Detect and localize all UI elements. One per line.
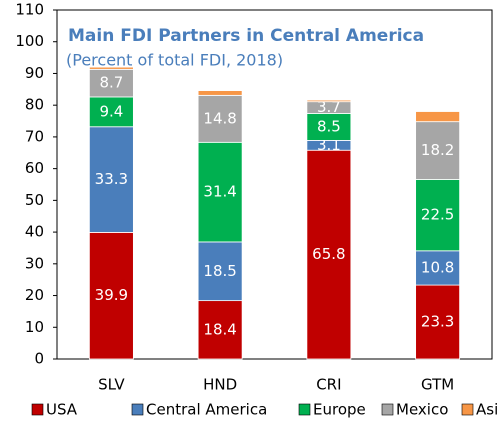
data-label: 14.8 <box>203 109 236 127</box>
bar-segment <box>88 96 134 128</box>
legend-label: Asia <box>476 401 498 419</box>
legend-swatch <box>381 403 394 416</box>
bar-segment <box>415 179 461 252</box>
legend-swatch <box>461 403 474 416</box>
bar-segment <box>88 66 134 70</box>
data-label: 23.3 <box>421 313 454 331</box>
chart-title: Main FDI Partners in Central America <box>68 26 424 46</box>
bar-segment <box>197 94 243 143</box>
y-tick-label: 100 <box>15 32 44 50</box>
bar-segment <box>415 250 461 286</box>
bar-segment <box>197 300 243 360</box>
y-tick-label: 50 <box>25 191 44 209</box>
y-tick-label: 40 <box>25 223 44 241</box>
y-tick-label: 90 <box>25 64 44 82</box>
legend-label: USA <box>46 401 78 419</box>
data-label: 8.7 <box>99 74 123 92</box>
bar-segment <box>415 284 461 360</box>
bar-segment <box>197 90 243 96</box>
data-label: 18.4 <box>203 320 236 338</box>
data-label: 9.4 <box>99 102 123 120</box>
bar-segment <box>306 99 352 103</box>
legend-label: Europe <box>313 401 366 419</box>
bar-segment <box>88 232 134 360</box>
data-label: 3.7 <box>317 98 341 116</box>
data-label: 10.8 <box>421 258 454 276</box>
bar-segment <box>415 111 461 123</box>
y-tick-label: 110 <box>15 1 44 19</box>
bar-segment <box>88 126 134 233</box>
y-tick-label: 30 <box>25 254 44 272</box>
legend-swatch <box>131 403 144 416</box>
y-tick-label: 20 <box>25 286 44 304</box>
legend-swatch <box>298 403 311 416</box>
data-label: 31.4 <box>203 183 236 201</box>
bar-segment <box>197 141 243 243</box>
y-tick-label: 0 <box>34 350 44 368</box>
x-tick-label: SLV <box>98 376 125 394</box>
y-tick-label: 60 <box>25 159 44 177</box>
y-tick-label: 10 <box>25 318 44 336</box>
chart-subtitle: (Percent of total FDI, 2018) <box>66 51 283 70</box>
x-tick-label: CRI <box>316 376 341 394</box>
x-tick-label: HND <box>203 376 237 394</box>
y-tick-label: 70 <box>25 127 44 145</box>
data-label: 18.2 <box>421 141 454 159</box>
legend-label: Mexico <box>396 401 448 419</box>
bar-segment <box>306 149 352 360</box>
legend-swatch <box>31 403 44 416</box>
x-tick-label: GTM <box>421 376 454 394</box>
data-label: 22.5 <box>421 206 454 224</box>
data-label: 33.3 <box>95 170 128 188</box>
data-label: 39.9 <box>95 286 128 304</box>
data-label: 65.8 <box>312 245 345 263</box>
y-tick-label: 80 <box>25 96 44 114</box>
legend-label: Central America <box>146 401 267 419</box>
bar-segment <box>306 113 352 141</box>
plot-frame <box>56 9 493 360</box>
bar-segment <box>415 121 461 180</box>
data-label: 18.5 <box>203 262 236 280</box>
data-label: 8.5 <box>317 117 341 135</box>
